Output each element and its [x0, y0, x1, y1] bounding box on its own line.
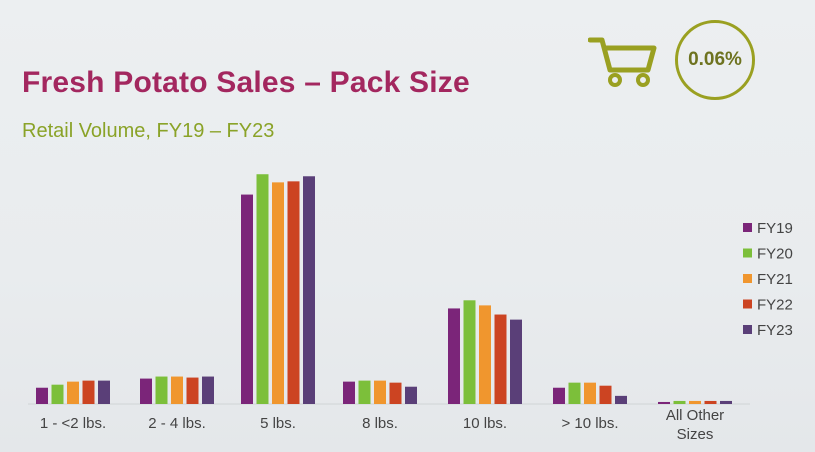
category-label: > 10 lbs.: [561, 415, 618, 432]
legend-swatch-fy19: [743, 223, 752, 232]
bar-fy22-2: [287, 181, 300, 404]
legend-label-fy20: FY20: [757, 246, 793, 263]
bar-fy21-5: [584, 382, 596, 404]
bar-fy21-1: [171, 376, 183, 404]
category-label: 2 - 4 lbs.: [148, 415, 206, 432]
bar-fy22-5: [599, 385, 612, 404]
bar-fy20-1: [155, 376, 168, 404]
bars-group: [36, 174, 732, 404]
bar-fy23-1: [202, 376, 214, 404]
bar-fy20-3: [358, 380, 371, 404]
bar-fy19-6: [658, 401, 670, 404]
bar-fy23-3: [405, 386, 417, 404]
bar-fy23-5: [615, 395, 627, 404]
bar-fy19-0: [36, 387, 48, 404]
category-label: 5 lbs.: [260, 415, 296, 432]
bar-fy20-4: [463, 300, 476, 404]
legend: FY19 FY20 FY21 FY22 FY23: [743, 220, 793, 339]
bar-fy21-0: [67, 381, 79, 404]
bar-fy20-2: [256, 174, 269, 404]
bar-fy19-5: [553, 387, 565, 404]
bar-fy22-0: [82, 380, 95, 404]
category-label: 1 - <2 lbs.: [40, 415, 106, 432]
legend-swatch-fy20: [743, 248, 752, 258]
bar-fy23-2: [303, 176, 315, 404]
legend-swatch-fy22: [743, 299, 752, 309]
bar-fy20-5: [568, 382, 581, 404]
bar-fy21-4: [479, 305, 491, 404]
category-labels: 1 - <2 lbs. 2 - 4 lbs. 5 lbs. 8 lbs. 10 lbs.…: [40, 407, 724, 443]
legend-label-fy22: FY22: [757, 297, 793, 314]
legend-label-fy23: FY23: [757, 322, 793, 339]
bar-fy23-4: [510, 319, 522, 404]
bar-fy21-6: [689, 400, 701, 404]
bar-fy19-1: [140, 378, 152, 404]
bar-fy23-0: [98, 380, 110, 404]
category-label: 8 lbs.: [362, 415, 398, 432]
bar-fy22-3: [389, 382, 402, 404]
legend-label-fy19: FY19: [757, 220, 793, 237]
bar-fy19-4: [448, 308, 460, 404]
bar-fy19-3: [343, 381, 355, 404]
shopping-cart-icon: [588, 37, 657, 87]
bar-fy20-6: [673, 400, 686, 404]
legend-label-fy21: FY21: [757, 271, 793, 288]
bar-fy22-1: [186, 377, 199, 404]
bar-fy19-2: [241, 194, 253, 404]
bar-fy22-6: [704, 400, 717, 404]
bar-fy21-2: [272, 182, 284, 404]
category-label: All Other Sizes: [666, 407, 724, 443]
bar-fy22-4: [494, 314, 507, 404]
chart-subtitle: Retail Volume, FY19 – FY23: [22, 120, 275, 142]
page-title: Fresh Potato Sales – Pack Size: [22, 66, 470, 99]
bar-fy21-3: [374, 380, 386, 404]
bar-fy23-6: [720, 400, 732, 404]
legend-swatch-fy21: [743, 274, 752, 283]
bar-fy20-0: [51, 384, 64, 404]
category-label: 10 lbs.: [463, 415, 507, 432]
legend-swatch-fy23: [743, 325, 752, 334]
stat-badge: 0.06%: [675, 20, 755, 100]
